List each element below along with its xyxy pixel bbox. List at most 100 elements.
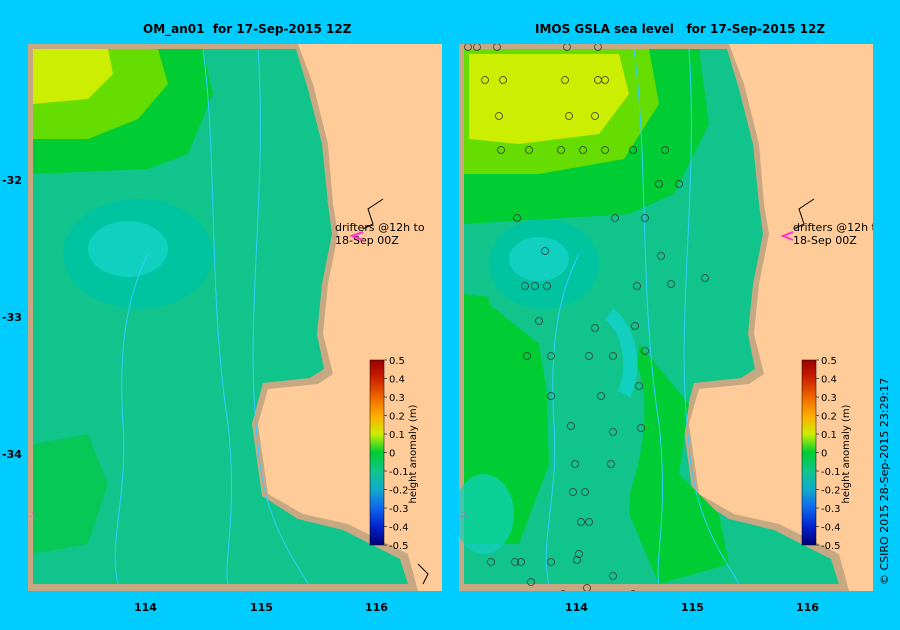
observation-marker (517, 558, 525, 566)
negative-anomaly-band (489, 224, 645, 585)
colorbar-tick-label: 0.4 (389, 375, 405, 386)
observation-marker (635, 382, 643, 390)
negative-anomaly-core (88, 221, 168, 277)
observation-marker (547, 558, 555, 566)
colorbar-ticks: 0.5 0.4 0.3 0.2 0.1 0 -0.1 -0.2 -0.3 -0.4 -0.5 (384, 356, 409, 552)
left-map-panel: drifters @12h to 18-Sep 00Z ∴ 0.5 0.4 0.3 0… (28, 44, 442, 591)
colorbar-tick-label: 0.5 (821, 356, 837, 367)
lat-label-32: -32 (2, 174, 22, 187)
observation-marker (585, 352, 593, 360)
colorbar-tick-label: 0.4 (821, 375, 837, 386)
positive-anomaly-core (33, 49, 113, 104)
colorbar-tick-label: -0.4 (821, 523, 841, 534)
observation-marker (607, 460, 615, 468)
observation-marker (473, 43, 481, 51)
observation-marker (594, 43, 602, 51)
lon-label-116-left: 116 (365, 601, 388, 614)
colorbar-tick-label: 0.2 (821, 412, 837, 423)
observation-marker (661, 146, 669, 154)
observation-marker (511, 558, 519, 566)
colorbar: 0.5 0.4 0.3 0.2 0.1 0 -0.1 -0.2 -0.3 -0.4 -0.5 hei… (369, 356, 419, 552)
positive-anomaly-core (469, 54, 629, 144)
lat-label-34: -34 (2, 448, 22, 461)
observation-marker (531, 282, 539, 290)
observation-marker (569, 488, 577, 496)
positive-anomaly-east (629, 344, 729, 584)
colorbar-tick-label: 0 (389, 449, 395, 460)
observation-marker (641, 347, 649, 355)
isobath-line-2 (683, 48, 740, 585)
observation-marker (571, 460, 579, 468)
observation-marker (521, 282, 529, 290)
observation-marker (585, 518, 593, 526)
observation-marker (609, 572, 617, 580)
colorbar-label: height anomaly (m) (841, 404, 852, 503)
coast-river-2 (417, 563, 429, 585)
observation-marker (657, 252, 665, 260)
drifter-note-line2: 18-Sep 00Z (335, 234, 399, 247)
observation-marker (601, 76, 609, 84)
negative-anomaly-sw (454, 474, 514, 554)
observation-marker (667, 280, 675, 288)
drifter-track-icon (349, 231, 364, 241)
observation-marker (575, 550, 583, 558)
drifter-note-line1: drifters @12h to (793, 221, 873, 234)
colorbar-tick-label: -0.4 (389, 523, 409, 534)
observation-marker (655, 180, 663, 188)
observation-marker (577, 518, 585, 526)
observation-marker (581, 488, 589, 496)
observation-marker (487, 558, 495, 566)
colorbar-tick-label: -0.5 (821, 541, 841, 552)
left-map-title: OM_an01 for 17-Sep-2015 12Z (143, 22, 352, 36)
observation-marker (637, 424, 645, 432)
colorbar-tick-label: -0.1 (821, 467, 841, 478)
negative-anomaly-arm (604, 308, 638, 398)
drifter-track-icon (780, 231, 794, 241)
coast-river (362, 198, 384, 230)
observation-marker (464, 43, 472, 51)
observation-marker (609, 352, 617, 360)
observation-marker (523, 352, 531, 360)
lon-label-116-right: 116 (796, 601, 819, 614)
colorbar: 0.5 0.4 0.3 0.2 0.1 0 -0.1 -0.2 -0.3 -0.4 -0.5 hei… (801, 356, 852, 552)
observation-marker (573, 556, 581, 564)
observation-marker (493, 43, 501, 51)
colorbar-tick-label: -0.5 (389, 541, 409, 552)
colorbar-tick-label: 0.2 (389, 412, 405, 423)
colorbar-tick-label: -0.3 (821, 504, 841, 515)
colorbar-tick-label: 0 (821, 449, 827, 460)
observation-marker (641, 214, 649, 222)
drifter-marker-icon: ∴ (461, 510, 467, 521)
observation-marker (591, 324, 599, 332)
observation-marker (567, 422, 575, 430)
observation-marker (547, 392, 555, 400)
lon-label-115-left: 115 (250, 601, 273, 614)
lon-label-115-right: 115 (681, 601, 704, 614)
observation-marker (495, 112, 503, 120)
observation-marker (633, 282, 641, 290)
observation-marker (631, 322, 639, 330)
drifter-note-line1: drifters @12h to (335, 221, 425, 234)
colorbar-tick-label: -0.2 (821, 486, 841, 497)
drifter-note-line2: 18-Sep 00Z (793, 234, 857, 247)
observation-marker (547, 352, 555, 360)
observation-marker (499, 76, 507, 84)
observation-marker (527, 578, 535, 586)
copyright-stamp: © CSIRO 2015 28-Sep-2015 23:29:17 (878, 377, 891, 585)
negative-anomaly-core (509, 237, 569, 281)
observation-marker (675, 180, 683, 188)
colorbar-tick-label: 0.1 (821, 430, 837, 441)
ocean-anomaly-field (33, 49, 408, 584)
observation-marker (561, 76, 569, 84)
right-map-canvas: drifters @12h to 18-Sep 00Z ∴ 0.50.40.30… (454, 43, 883, 598)
observation-marker (565, 112, 573, 120)
observation-marker (541, 247, 549, 255)
observation-marker (543, 282, 551, 290)
drifter-marker-icon: ∴ (30, 510, 36, 521)
observation-marker (611, 214, 619, 222)
isobath-line (633, 48, 663, 585)
colorbar-tick-label: 0.1 (389, 430, 405, 441)
colorbar-tick-label: 0.3 (389, 393, 405, 404)
isobath-line-3 (545, 253, 580, 585)
observation-marker (629, 146, 637, 154)
